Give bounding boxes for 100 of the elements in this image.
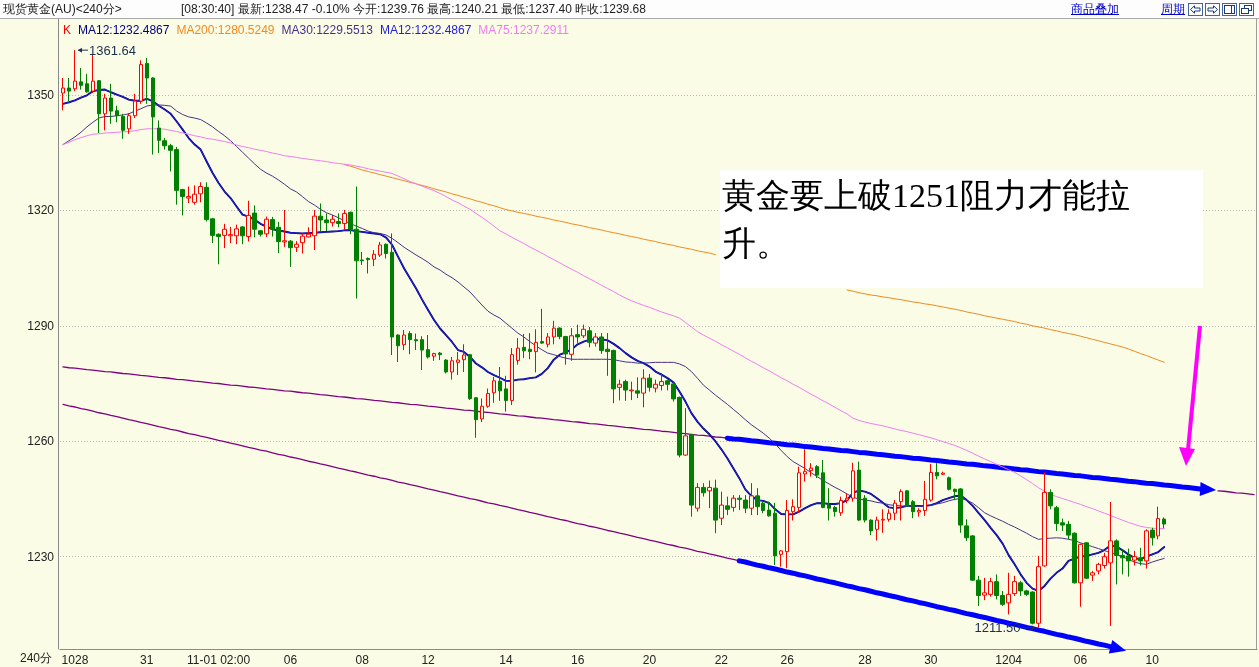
candlestick — [689, 433, 694, 518]
candlestick — [947, 476, 951, 491]
x-tick-label: 16 — [571, 653, 585, 667]
annotation: 黄金要上破1251阻力才能拉升。 — [720, 170, 1203, 288]
candlestick — [809, 462, 813, 478]
candlestick — [707, 479, 712, 509]
candlestick — [1012, 575, 1017, 597]
candlestick — [91, 54, 95, 94]
candlestick — [1090, 570, 1095, 582]
text: K — [63, 23, 72, 37]
candlestick — [432, 352, 436, 362]
candlestick — [504, 375, 508, 413]
text: MA200:1280.5249 — [176, 23, 275, 37]
candlestick — [863, 494, 867, 523]
candlestick — [336, 212, 341, 228]
candlestick — [468, 353, 472, 401]
x-tick-label: 10 — [1145, 653, 1160, 667]
candlestick — [587, 326, 592, 348]
candlestick — [264, 216, 269, 238]
chart-title: 现货黄金(AU)<240分> — [3, 2, 122, 16]
candlestick — [85, 73, 89, 94]
text: MA30:1229.5513 — [281, 23, 373, 37]
candlestick — [791, 498, 795, 521]
candlestick — [294, 240, 299, 253]
candlestick — [480, 398, 484, 423]
candlestick — [917, 507, 921, 518]
y-tick-label: 1320 — [27, 203, 55, 218]
candlestick — [845, 492, 849, 504]
x-tick-label: 28 — [858, 653, 872, 667]
candlestick — [683, 407, 688, 457]
candlestick — [623, 379, 628, 402]
candlestick — [198, 181, 203, 203]
x-tick-label: 08 — [355, 653, 370, 667]
candlestick — [725, 496, 730, 516]
text: 商品叠加 — [1071, 2, 1119, 16]
candlestick — [246, 200, 251, 243]
annotation: 1211.50 — [974, 620, 1021, 636]
candlestick — [815, 464, 819, 479]
candlestick — [905, 489, 909, 508]
text: MA12:1232.4867 — [379, 23, 472, 37]
candlestick — [941, 471, 945, 476]
candlestick — [378, 241, 382, 258]
text: MA12:1232.4867 — [78, 23, 170, 37]
candlestick — [127, 112, 131, 135]
candlestick — [103, 93, 107, 131]
candlestick — [528, 332, 532, 360]
candlestick — [875, 516, 879, 541]
candlestick — [911, 499, 915, 519]
candlestick — [366, 256, 370, 274]
candlestick — [785, 499, 789, 569]
candlestick — [1048, 488, 1053, 510]
candlestick — [1156, 506, 1160, 540]
candlestick — [749, 482, 754, 516]
candlestick — [456, 351, 460, 376]
candlestick — [1162, 516, 1166, 529]
candlestick — [342, 209, 347, 231]
line-series — [62, 403, 740, 562]
candlestick — [569, 327, 574, 362]
candlestick — [486, 388, 490, 409]
candlestick — [629, 381, 634, 401]
candlestick — [492, 376, 496, 404]
candlestick — [803, 448, 807, 483]
candlestick — [552, 320, 556, 345]
candlestick — [641, 368, 646, 408]
candlestick — [372, 249, 376, 267]
candlestick — [701, 482, 706, 498]
candlestick — [1144, 528, 1149, 570]
candlestick — [1132, 550, 1137, 567]
candlestick — [617, 379, 622, 401]
candlestick — [438, 351, 442, 361]
candlestick — [330, 214, 335, 228]
text: 周期 — [1161, 2, 1185, 16]
candlestick — [73, 49, 77, 92]
candlestick — [121, 113, 125, 140]
candlestick — [145, 57, 149, 105]
candlestick — [923, 480, 927, 517]
candlestick — [510, 347, 514, 406]
candlestick — [899, 488, 903, 521]
candlestick — [1138, 547, 1143, 567]
candlestick — [109, 83, 113, 125]
candlestick — [390, 232, 394, 356]
candlestick — [833, 505, 837, 518]
candlestick — [282, 209, 287, 248]
candlestick — [1084, 541, 1089, 580]
x-tick-label: 14 — [499, 653, 513, 667]
candlestick — [1150, 527, 1155, 546]
candlestick — [575, 324, 580, 344]
x-tick-label: 1028 — [61, 653, 89, 667]
candlestick — [61, 77, 65, 111]
candlestick — [288, 239, 293, 268]
candlestick — [767, 501, 771, 518]
x-tick-label: 12 — [421, 653, 436, 667]
candlestick — [414, 333, 418, 351]
candlestick — [240, 225, 245, 245]
candlestick — [115, 105, 119, 123]
candlestick — [408, 330, 412, 355]
candlestick — [396, 333, 400, 363]
x-tick-label: 30 — [924, 653, 938, 667]
candlestick — [450, 356, 454, 381]
candlestick — [827, 487, 831, 521]
